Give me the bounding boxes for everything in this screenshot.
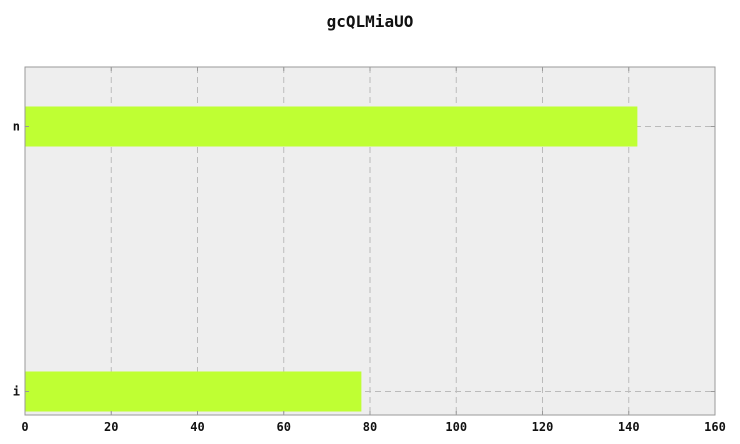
x-tick-label: 100: [445, 420, 467, 434]
y-tick-label-n: n: [13, 120, 20, 134]
bar-i: [25, 372, 361, 412]
x-tick-label: 120: [532, 420, 554, 434]
x-tick-label: 40: [190, 420, 204, 434]
bar-n: [25, 107, 637, 147]
y-tick-label-i: i: [13, 385, 20, 399]
x-tick-label: 160: [704, 420, 726, 434]
x-tick-label: 60: [277, 420, 291, 434]
x-tick-label: 80: [363, 420, 377, 434]
x-tick-label: 140: [618, 420, 640, 434]
x-tick-label: 0: [21, 420, 28, 434]
chart-title: gcQLMiaUO: [327, 12, 414, 31]
x-tick-label: 20: [104, 420, 118, 434]
